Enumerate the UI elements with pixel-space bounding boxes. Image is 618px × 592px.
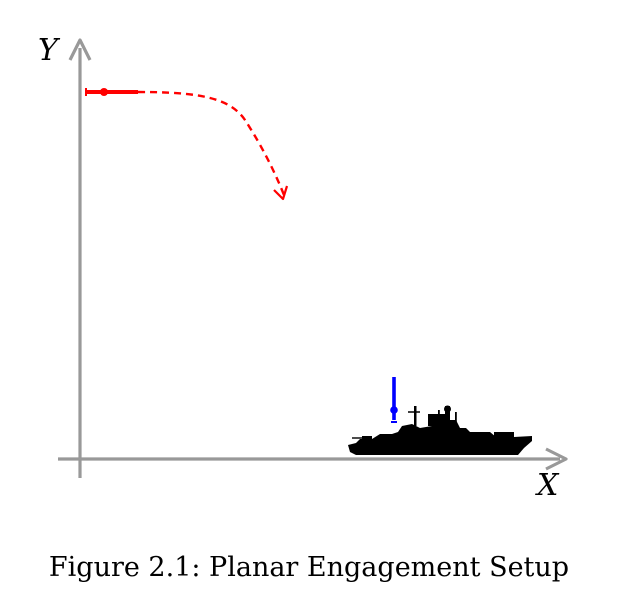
missile-trajectory — [137, 90, 286, 196]
figure-caption: Figure 2.1: Planar Engagement Setup — [48, 552, 570, 583]
x-axis-arrowhead — [545, 447, 568, 471]
y-axis-arrowhead — [68, 38, 92, 61]
x-axis-label: X — [535, 468, 560, 503]
trajectory-arrowhead — [273, 185, 289, 201]
missile-icon — [85, 88, 138, 96]
warship-silhouette-icon — [348, 405, 532, 455]
interceptor-missile-icon — [390, 377, 398, 423]
y-axis-label: Y — [38, 33, 61, 68]
